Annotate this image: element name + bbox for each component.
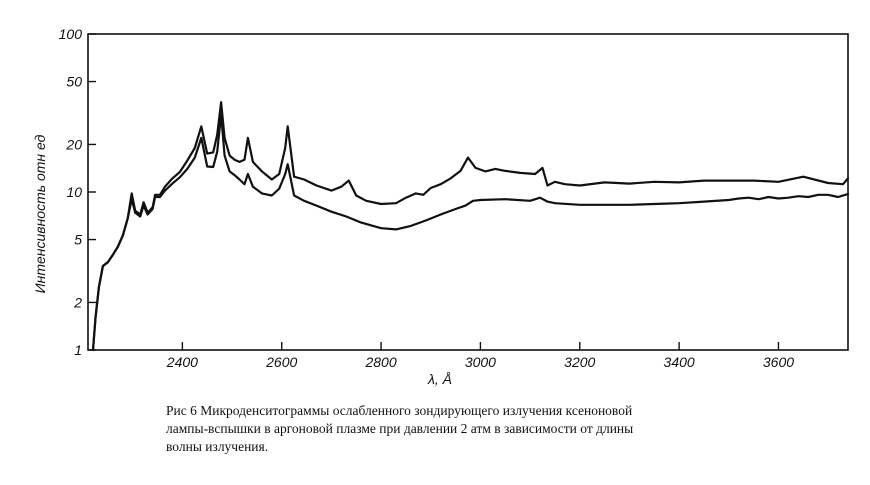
y-axis: 1 2 5 10 20 50 100	[59, 26, 96, 358]
series-line-2	[91, 113, 850, 352]
y-tick-label: 10	[66, 184, 82, 200]
series-line-1	[91, 101, 850, 352]
x-tick-label: 3200	[564, 354, 595, 370]
figure-caption: Рис 6 Микроденситограммы ослабленного зо…	[166, 402, 766, 456]
x-axis: 2400 2600 2800 3000 3200 3400 3600	[166, 342, 794, 370]
caption-line-3: волны излучения.	[166, 439, 269, 454]
y-tick-label: 5	[74, 232, 82, 248]
caption-line-2: лампы-вспышки в аргоновой плазме при дав…	[166, 421, 634, 436]
x-tick-label: 2800	[364, 354, 396, 370]
x-tick-label: 3400	[664, 354, 695, 370]
x-axis-title: λ, Å	[427, 371, 452, 387]
chart: 1 2 5 10 20 50 100 2400 2600 2800 3000 3200 3400 360…	[32, 26, 850, 387]
y-tick-label: 2	[73, 294, 82, 310]
y-tick-label: 100	[59, 26, 83, 42]
x-tick-label: 2400	[166, 354, 198, 370]
caption-line-1: Рис 6 Микроденситограммы ослабленного зо…	[166, 403, 633, 418]
y-axis-title: Интенсивность отн ед	[32, 134, 48, 293]
series-layer	[91, 101, 850, 352]
x-tick-label: 2600	[265, 354, 297, 370]
y-tick-label: 20	[65, 136, 82, 152]
x-tick-label: 3600	[763, 354, 794, 370]
plot-frame	[87, 33, 849, 351]
y-tick-label: 1	[74, 342, 82, 358]
x-tick-label: 3000	[465, 354, 496, 370]
y-tick-label: 50	[66, 74, 82, 90]
